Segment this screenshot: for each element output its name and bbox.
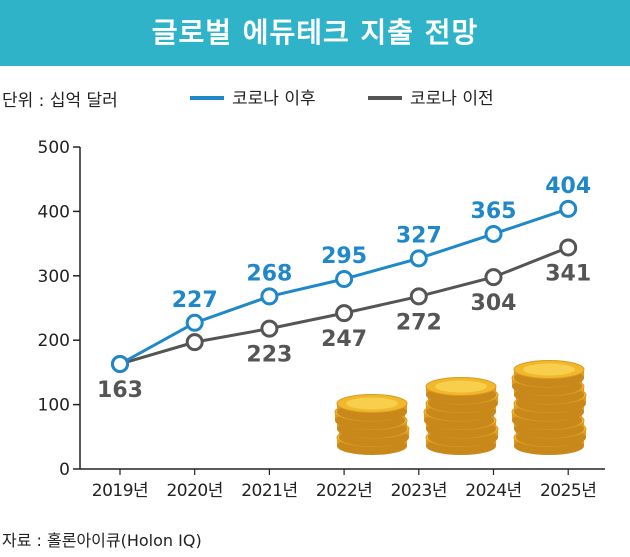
x-tick-label: 2019년 [92, 481, 148, 501]
data-point [335, 270, 354, 289]
x-tick-label: 2023년 [391, 481, 447, 501]
data-label: 223 [246, 343, 292, 368]
data-label: 404 [545, 174, 591, 199]
unit-label: 단위 : 십억 달러 [2, 91, 118, 111]
data-point [484, 268, 503, 287]
data-label: 247 [321, 327, 367, 352]
data-point [111, 355, 129, 374]
legend-label: 코로나 이전 [410, 89, 494, 109]
legend-label: 코로나 이후 [232, 89, 316, 109]
y-tick-label: 100 [38, 396, 70, 416]
data-point [484, 224, 503, 243]
title-bar [0, 0, 630, 66]
data-point [409, 249, 428, 268]
data-label: 341 [545, 261, 591, 286]
data-label: 327 [396, 223, 442, 248]
y-tick-label: 500 [38, 138, 70, 158]
data-point [559, 199, 578, 218]
y-tick-label: 0 [59, 460, 70, 480]
data-point [260, 319, 279, 338]
x-tick-label: 2025년 [540, 481, 596, 501]
data-label: 268 [246, 261, 292, 286]
data-point [260, 287, 279, 306]
x-tick-label: 2021년 [241, 481, 297, 501]
coin-top-highlight [346, 397, 398, 410]
data-point [409, 287, 428, 306]
data-label: 163 [97, 378, 143, 403]
coin-top-highlight [435, 380, 487, 393]
source-label: 자료 : 홀론아이큐(Holon IQ) [2, 531, 202, 550]
data-label: 227 [172, 288, 218, 313]
coin-top-highlight [523, 363, 575, 376]
y-tick-label: 200 [38, 331, 70, 351]
data-label: 304 [471, 291, 517, 316]
y-tick-label: 300 [38, 267, 70, 287]
data-point [559, 238, 578, 257]
data-point [185, 313, 204, 332]
chart-title: 글로벌 에듀테크 지출 전망 [151, 16, 479, 49]
x-tick-label: 2020년 [166, 481, 222, 501]
data-point [185, 333, 204, 352]
data-label: 272 [396, 310, 442, 335]
data-label: 365 [471, 199, 517, 224]
data-label: 295 [321, 244, 367, 269]
x-tick-label: 2022년 [316, 481, 372, 501]
data-point [335, 304, 354, 323]
y-tick-label: 400 [38, 202, 70, 222]
x-tick-label: 2024년 [465, 481, 521, 501]
